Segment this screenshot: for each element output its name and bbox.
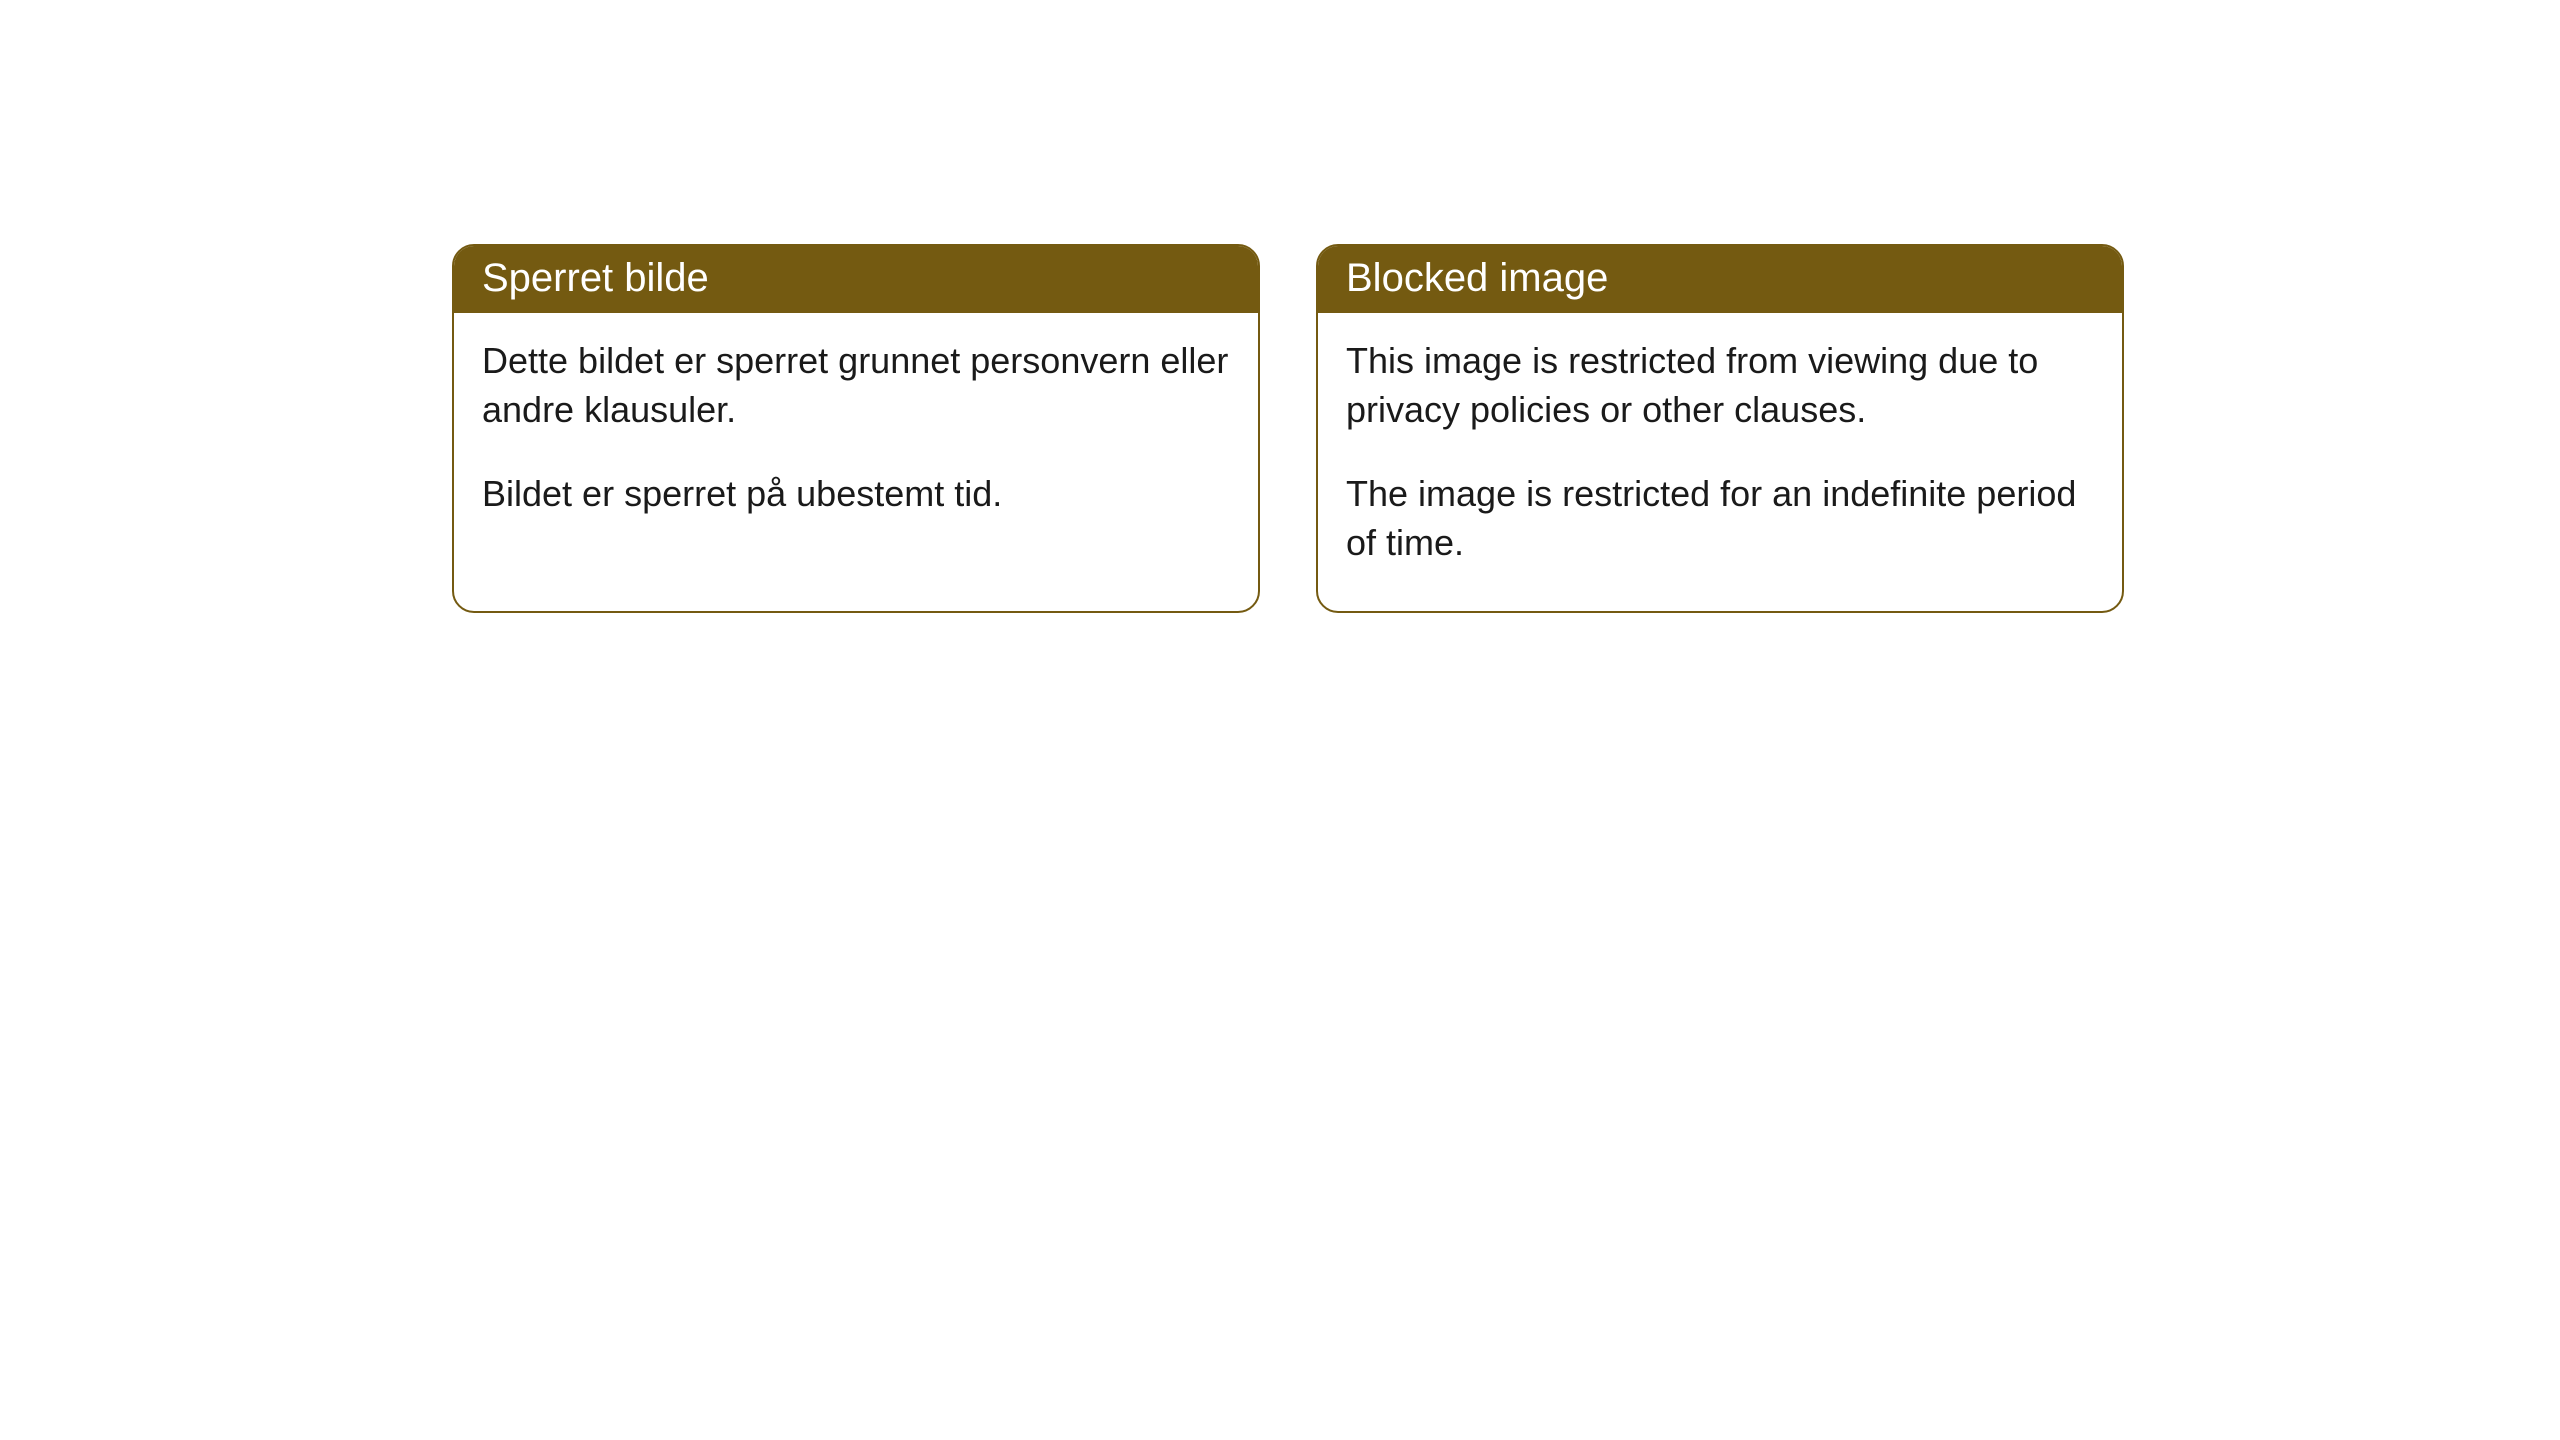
card-paragraph: Bildet er sperret på ubestemt tid. (482, 470, 1230, 519)
card-title: Blocked image (1346, 256, 1608, 300)
card-paragraph: This image is restricted from viewing du… (1346, 337, 2094, 434)
notice-cards-container: Sperret bilde Dette bildet er sperret gr… (452, 244, 2124, 613)
card-paragraph: The image is restricted for an indefinit… (1346, 470, 2094, 567)
card-body: This image is restricted from viewing du… (1318, 313, 2122, 611)
card-header: Blocked image (1318, 246, 2122, 313)
card-body: Dette bildet er sperret grunnet personve… (454, 313, 1258, 563)
blocked-image-card-norwegian: Sperret bilde Dette bildet er sperret gr… (452, 244, 1260, 613)
blocked-image-card-english: Blocked image This image is restricted f… (1316, 244, 2124, 613)
card-paragraph: Dette bildet er sperret grunnet personve… (482, 337, 1230, 434)
card-header: Sperret bilde (454, 246, 1258, 313)
card-title: Sperret bilde (482, 256, 709, 300)
